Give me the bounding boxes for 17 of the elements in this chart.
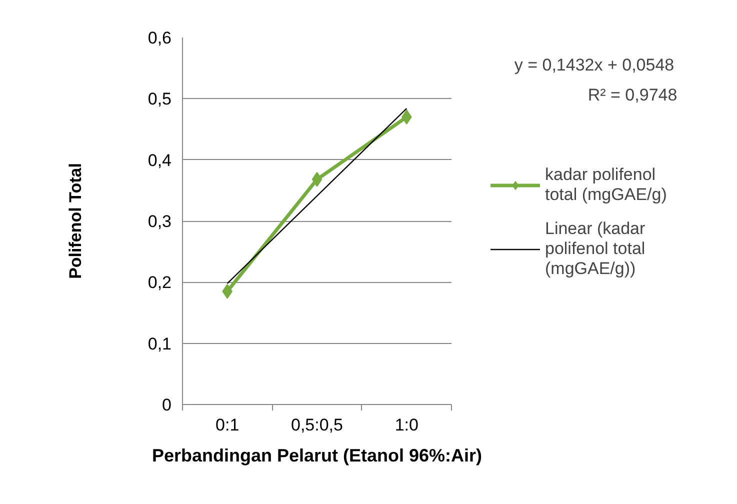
y-axis-title: Polifenol Total	[66, 163, 85, 279]
y-tick-label: 0,3	[148, 212, 172, 231]
y-tick-label: 0	[162, 396, 172, 414]
y-tick-label: 0,2	[148, 273, 172, 292]
legend-label: Linear (kadar polifenol total (mgGAE/g))	[545, 219, 646, 279]
y-tick-label: 0,1	[148, 334, 172, 354]
y-tick-label: 0,4	[148, 150, 172, 170]
text: R² = 0,9748	[588, 86, 678, 105]
y-tick-label: 0,6	[148, 28, 172, 48]
x-tick-label: 0:1	[216, 416, 240, 434]
point	[312, 172, 322, 187]
text: y = 0,1432x + 0,0548	[514, 56, 674, 75]
x-tick-label: 0,5:0,5	[291, 416, 344, 434]
x-tick-label: 1:0	[394, 416, 418, 434]
y-tick-label: 0,5	[148, 90, 172, 109]
legend-label: kadar polifenol total (mgGAE/g)	[545, 165, 667, 205]
x-axis-title: Perbandingan Pelarut (Etanol 96%:Air)	[152, 446, 482, 466]
